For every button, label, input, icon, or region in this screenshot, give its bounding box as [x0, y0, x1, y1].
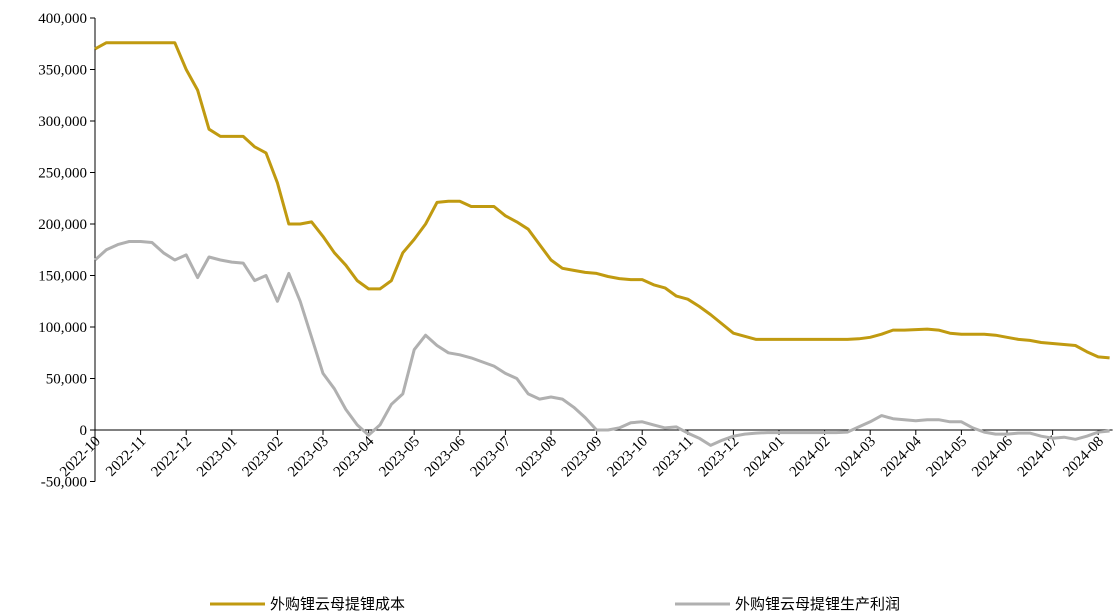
x-tick-label: 2022-12 [148, 434, 195, 481]
y-tick-label: 0 [80, 423, 88, 439]
series-line [93, 240, 1110, 447]
y-tick-label: 150,000 [38, 269, 87, 285]
y-tick-label: 300,000 [38, 114, 87, 130]
x-tick-label: 2024-04 [878, 433, 925, 480]
x-tick-label: 2024-03 [832, 434, 879, 481]
x-tick-label: 2023-07 [468, 433, 515, 480]
y-tick-label: -50,000 [41, 475, 87, 491]
legend-label: 外购锂云母提锂生产利润 [735, 596, 900, 613]
y-tick-label: 100,000 [38, 320, 87, 336]
series-line [94, 41, 1110, 360]
x-tick-label: 2023-03 [285, 434, 332, 481]
x-tick-label: 2023-08 [513, 434, 560, 481]
x-tick-label: 2024-05 [924, 434, 971, 481]
legend-label: 外购锂云母提锂成本 [270, 596, 405, 613]
x-tick-label: 2023-01 [194, 434, 241, 481]
y-tick-label: 200,000 [38, 217, 87, 233]
x-tick-label: 2023-02 [240, 434, 287, 481]
y-tick-label: 400,000 [38, 11, 87, 27]
x-tick-label: 2024-07 [1015, 433, 1062, 480]
y-tick-label: 250,000 [38, 166, 87, 182]
x-tick-label: 2023-04 [331, 433, 378, 480]
x-tick-label: 2024-06 [969, 433, 1016, 480]
x-tick-label: 2022-11 [103, 434, 149, 480]
y-tick-label: 50,000 [46, 372, 87, 388]
legend: 外购锂云母提锂成本 外购锂云母提锂生产利润 [210, 596, 900, 613]
x-tick-label: 2023-09 [559, 434, 606, 481]
x-tick-label: 2023-10 [604, 434, 651, 481]
y-tick-label: 350,000 [38, 63, 87, 79]
x-tick-label: 2023-05 [376, 434, 423, 481]
x-tick-label: 2024-08 [1060, 434, 1107, 481]
x-tick-label: 2023-11 [650, 434, 696, 480]
x-tick-label: 2024-01 [741, 434, 788, 481]
x-tick-label: 2023-06 [422, 433, 469, 480]
x-tick-label: 2024-02 [787, 434, 834, 481]
x-tick-label: 2022-10 [57, 434, 104, 481]
